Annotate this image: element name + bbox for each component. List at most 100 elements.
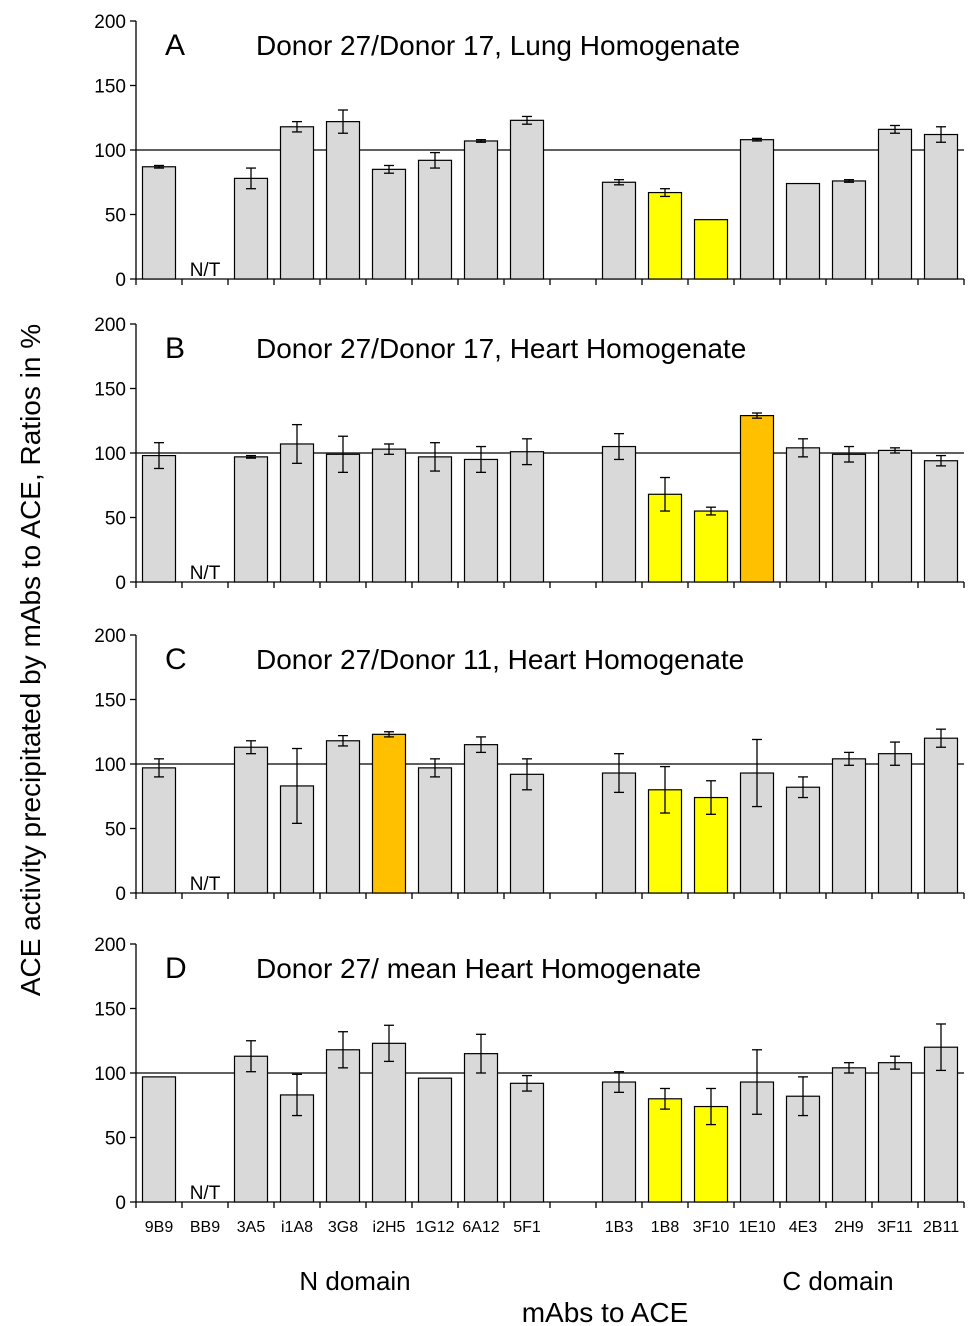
panels: 0 50 100 150 200 N/T A Donor 27/Donor 17, Lung … xyxy=(94,12,965,1214)
bar xyxy=(233,746,269,894)
x-category-label: BB9 xyxy=(190,1219,220,1236)
x-category-label: 3G8 xyxy=(328,1219,358,1236)
bar xyxy=(693,219,729,280)
bar xyxy=(785,447,821,583)
bar xyxy=(923,460,959,583)
y-tick-label: 150 xyxy=(94,691,126,712)
panel-letter: C xyxy=(165,643,187,676)
not-tested-label: N/T xyxy=(190,1183,221,1204)
panel-letter: D xyxy=(165,952,187,985)
bar xyxy=(371,733,407,894)
bar xyxy=(877,449,913,583)
y-tick-label: 100 xyxy=(94,755,126,776)
bar xyxy=(233,1055,269,1203)
panel-b: 0 50 100 150 200 N/T B Donor 27/Donor 17, Heart… xyxy=(94,315,965,594)
bar xyxy=(509,773,545,894)
panel-letter: B xyxy=(165,332,185,365)
bar xyxy=(463,744,499,894)
bar xyxy=(877,1062,913,1203)
x-category-label: 9B9 xyxy=(145,1219,174,1236)
x-category-label: 3F10 xyxy=(693,1219,730,1236)
bar xyxy=(325,1049,361,1203)
x-category-label: 5F1 xyxy=(513,1219,541,1236)
bar xyxy=(693,510,729,583)
bar xyxy=(325,121,361,280)
bar xyxy=(785,786,821,894)
bar xyxy=(417,456,453,583)
x-category-label: 1E10 xyxy=(738,1219,775,1236)
panel-title: Donor 27/ mean Heart Homogenate xyxy=(256,953,701,984)
bar xyxy=(831,453,867,583)
bar xyxy=(601,181,637,280)
bar xyxy=(785,182,821,280)
bar xyxy=(509,451,545,583)
not-tested-label: N/T xyxy=(190,260,221,281)
panel-title: Donor 27/Donor 17, Heart Homogenate xyxy=(256,333,746,364)
bar xyxy=(831,180,867,280)
bar xyxy=(371,168,407,280)
bar xyxy=(509,119,545,280)
x-category-label: 3A5 xyxy=(237,1219,266,1236)
bar xyxy=(141,454,177,583)
bar xyxy=(279,126,315,280)
bar xyxy=(463,458,499,583)
bar xyxy=(141,767,177,894)
bar xyxy=(233,456,269,583)
y-tick-label: 200 xyxy=(94,315,126,336)
panel-d: 0 50 100 150 200 N/T D Donor 27/ mean Heart Hom… xyxy=(94,935,965,1214)
y-tick-label: 100 xyxy=(94,141,126,162)
y-axis-title: ACE activity precipitated by mAbs to ACE… xyxy=(15,324,46,996)
y-tick-label: 50 xyxy=(105,509,126,530)
bar xyxy=(739,414,775,583)
bar xyxy=(601,1081,637,1203)
bar xyxy=(417,159,453,280)
bar xyxy=(463,140,499,280)
y-tick-label: 0 xyxy=(115,270,126,291)
x-category-label: 4E3 xyxy=(789,1219,818,1236)
bar xyxy=(831,758,867,894)
bar xyxy=(233,177,269,280)
bar xyxy=(923,737,959,894)
y-tick-label: 50 xyxy=(105,820,126,841)
not-tested-label: N/T xyxy=(190,874,221,895)
x-category-label: 1B3 xyxy=(605,1219,634,1236)
y-tick-label: 200 xyxy=(94,935,126,956)
bar xyxy=(923,133,959,280)
panel-title: Donor 27/Donor 11, Heart Homogenate xyxy=(256,644,744,675)
y-tick-label: 0 xyxy=(115,573,126,594)
bar xyxy=(417,767,453,894)
x-axis-title: mAbs to ACE xyxy=(522,1297,689,1326)
bar xyxy=(509,1082,545,1203)
x-category-labels: 9B9 BB9 3A5 i1A8 3G8 i2H5 1G12 6A12 5F1 1B3 1B8 3F1… xyxy=(145,1219,959,1236)
y-tick-label: 100 xyxy=(94,1064,126,1085)
y-tick-label: 200 xyxy=(94,626,126,647)
y-tick-label: 150 xyxy=(94,1000,126,1021)
panel-c: 0 50 100 150 200 N/T C Donor 27/Donor 11, Heart… xyxy=(94,626,965,905)
bar xyxy=(647,1098,683,1203)
x-category-label: 6A12 xyxy=(462,1219,499,1236)
bar xyxy=(877,128,913,280)
x-category-label: 1B8 xyxy=(651,1219,680,1236)
n-domain-label: N domain xyxy=(299,1266,410,1296)
x-category-label: 1G12 xyxy=(415,1219,454,1236)
x-category-label: 2H9 xyxy=(834,1219,863,1236)
panel-a: 0 50 100 150 200 N/T A Donor 27/Donor 17, Lung … xyxy=(94,12,965,291)
x-category-label: i2H5 xyxy=(373,1219,406,1236)
bar xyxy=(417,1077,453,1203)
x-category-label: 3F11 xyxy=(877,1219,912,1236)
y-tick-label: 50 xyxy=(105,1129,126,1150)
bar xyxy=(371,1042,407,1203)
x-category-label: 2B11 xyxy=(923,1219,959,1236)
bar xyxy=(141,1076,177,1203)
bar xyxy=(647,191,683,280)
y-tick-label: 0 xyxy=(115,884,126,905)
panel-letter: A xyxy=(165,29,185,62)
bar xyxy=(877,753,913,894)
bar xyxy=(923,1046,959,1203)
y-tick-label: 50 xyxy=(105,206,126,227)
not-tested-label: N/T xyxy=(190,563,221,584)
bar xyxy=(739,139,775,280)
bar xyxy=(325,453,361,583)
y-tick-label: 200 xyxy=(94,12,126,33)
y-tick-label: 0 xyxy=(115,1193,126,1214)
